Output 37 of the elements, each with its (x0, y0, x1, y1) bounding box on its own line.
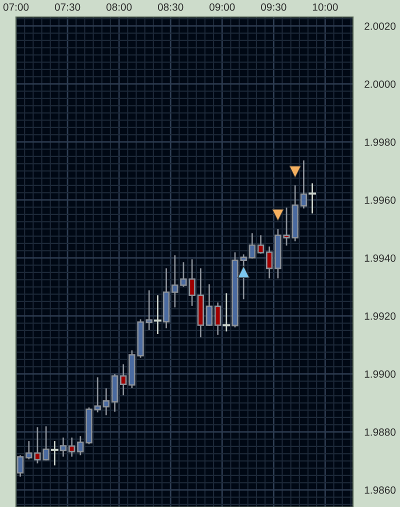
candlestick (222, 293, 230, 332)
y-tick-label: 1.9940 (364, 254, 396, 262)
candlestick (257, 235, 264, 254)
point (272, 208, 284, 222)
y-tick-label: 1.9880 (364, 428, 396, 436)
candlestick (26, 441, 32, 460)
candlestick (102, 388, 110, 416)
x-tick-label: 09:00 (209, 3, 235, 11)
y-tick-label: 1.9960 (364, 196, 396, 204)
y-tick-label: 1.9900 (364, 370, 396, 378)
candlestick (16, 455, 24, 477)
candlestick (154, 295, 162, 334)
point (237, 266, 250, 278)
candlestick (214, 302, 222, 335)
candlestick (308, 183, 316, 214)
candlestick (300, 160, 308, 208)
x-tick-label: 07:30 (54, 3, 80, 11)
x-tick-label: 08:00 (106, 3, 132, 11)
point (288, 166, 302, 178)
x-tick-label: 10:00 (312, 3, 338, 11)
x-tick-label: 08:30 (158, 3, 184, 11)
y-tick-label: 2.0020 (364, 22, 396, 30)
y-tick-label: 1.9980 (364, 138, 396, 146)
candlestick (60, 438, 67, 457)
x-tick-label: 07:00 (3, 3, 29, 11)
candlestick (248, 233, 256, 259)
candlestick (120, 364, 127, 396)
y-tick-label: 1.9920 (364, 312, 396, 320)
candlestick (68, 438, 76, 457)
x-tick-label: 09:30 (261, 3, 286, 11)
candlestick (146, 290, 152, 330)
candlestick (50, 441, 58, 466)
y-tick-label: 2.0000 (364, 80, 396, 88)
y-tick-label: 1.9860 (364, 486, 396, 494)
candlestick (266, 246, 273, 278)
candlestick (172, 255, 178, 308)
candlestick (206, 284, 213, 326)
